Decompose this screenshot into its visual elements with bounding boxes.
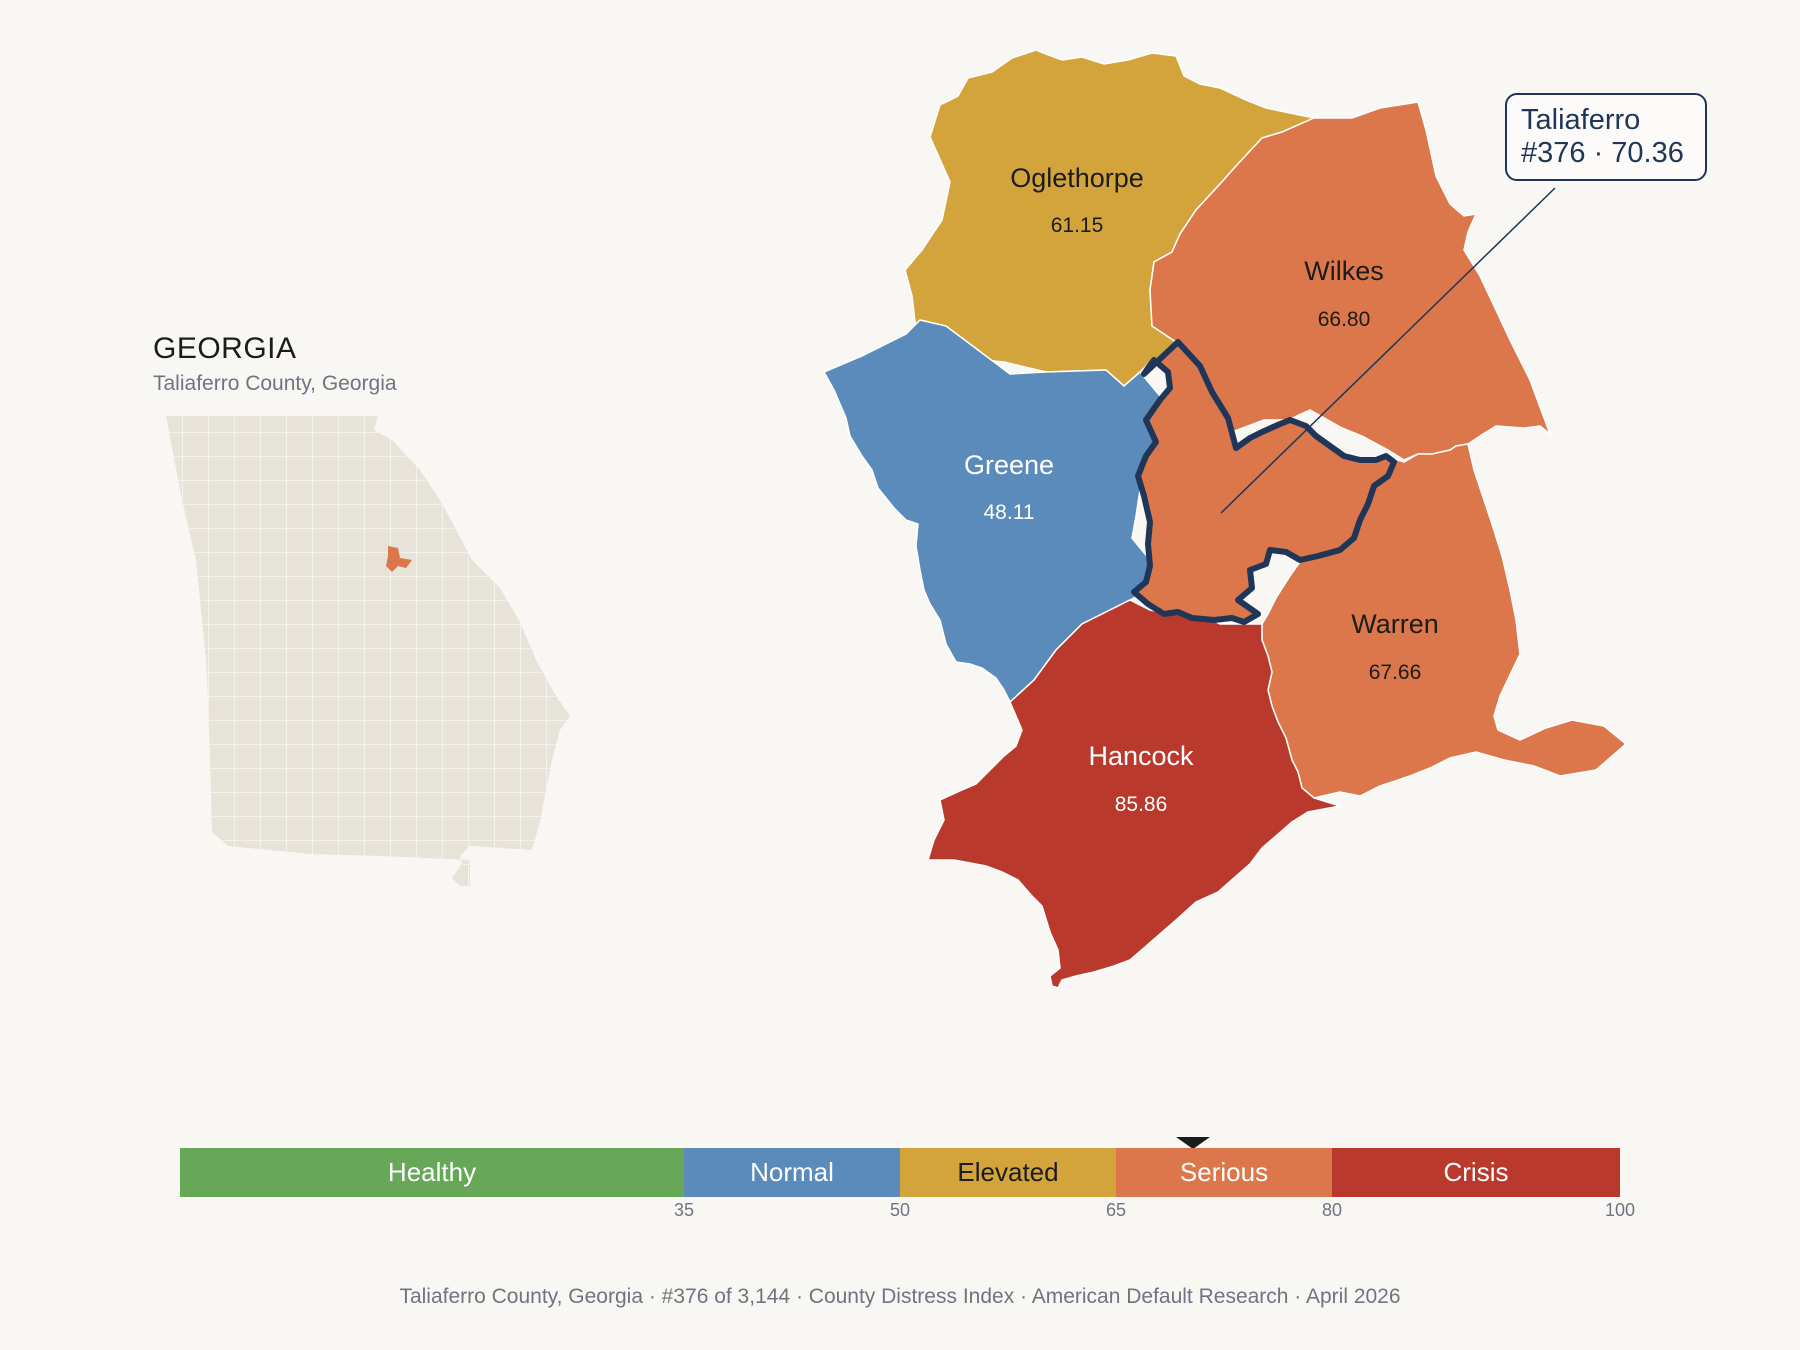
callout-county-name: Taliaferro — [1521, 104, 1641, 136]
label-hancock-value: 85.86 — [1115, 793, 1168, 816]
label-greene-value: 48.11 — [984, 501, 1035, 524]
label-wilkes-name: Wilkes — [1304, 256, 1384, 286]
county-labels: Oglethorpe 61.15 Wilkes 66.80 Greene 48.… — [964, 163, 1439, 816]
legend-tick-65: 65 — [1105, 1200, 1127, 1220]
label-oglethorpe-name: Oglethorpe — [1010, 163, 1144, 193]
legend-tick-100: 100 — [1604, 1200, 1636, 1220]
legend-segment-serious: Serious — [1116, 1148, 1332, 1197]
legend-segment-normal: Normal — [684, 1148, 900, 1197]
focus-callout: Taliaferro #376 · 70.36 — [1505, 93, 1707, 181]
label-oglethorpe-value: 61.15 — [1051, 214, 1104, 237]
callout-rank-score: #376 · 70.36 — [1521, 137, 1684, 169]
distress-scale-legend: Healthy Normal Elevated Serious Crisis — [180, 1148, 1620, 1197]
legend-segment-crisis: Crisis — [1332, 1148, 1620, 1197]
legend-segment-elevated: Elevated — [900, 1148, 1116, 1197]
callout-leader-line — [1220, 187, 1556, 514]
score-marker — [1176, 1137, 1211, 1149]
legend-segment-healthy: Healthy — [180, 1148, 684, 1197]
footer-caption: Taliaferro County, Georgia · #376 of 3,1… — [399, 1285, 1401, 1308]
state-title: GEORGIA — [153, 332, 297, 365]
label-warren-value: 67.66 — [1369, 661, 1422, 684]
county-hancock[interactable] — [926, 599, 1341, 989]
label-warren-name: Warren — [1351, 609, 1439, 639]
legend-tick-50: 50 — [889, 1200, 911, 1220]
legend-tick-35: 35 — [673, 1200, 695, 1220]
inset-subtitle: Taliaferro County, Georgia — [153, 372, 397, 395]
label-greene-name: Greene — [964, 450, 1054, 480]
legend-tick-80: 80 — [1321, 1200, 1343, 1220]
georgia-state-inset — [166, 416, 570, 886]
taliaferro-inset-highlight — [386, 546, 412, 572]
county-map — [822, 49, 1628, 989]
label-wilkes-value: 66.80 — [1318, 308, 1371, 331]
label-hancock-name: Hancock — [1088, 741, 1194, 771]
